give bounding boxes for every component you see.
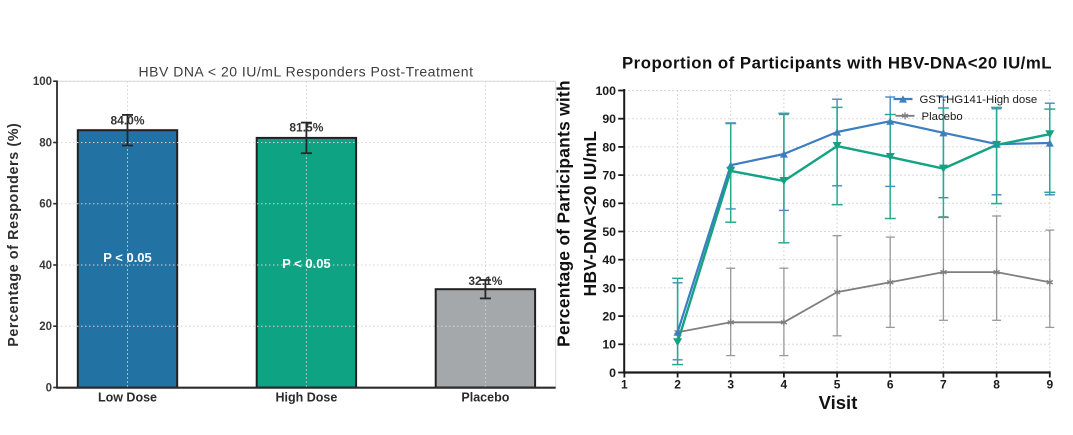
svg-text:Placebo: Placebo [922,111,963,123]
svg-text:40: 40 [602,253,616,267]
svg-text:81.5%: 81.5% [289,121,323,135]
svg-text:GST-HG141-High dose: GST-HG141-High dose [920,94,1038,106]
svg-text:6: 6 [887,378,894,392]
svg-text:P < 0.05: P < 0.05 [282,256,331,271]
svg-text:3: 3 [727,378,734,392]
svg-text:Low Dose: Low Dose [98,391,157,405]
svg-text:0: 0 [46,383,52,395]
svg-text:9: 9 [1046,378,1053,392]
svg-text:40: 40 [39,260,52,272]
svg-text:Placebo: Placebo [461,391,509,405]
svg-text:4: 4 [781,378,788,392]
svg-text:30: 30 [602,281,616,295]
svg-text:20: 20 [602,310,616,324]
svg-text:5: 5 [834,378,841,392]
svg-text:0: 0 [609,366,616,380]
svg-text:10: 10 [602,338,616,352]
svg-text:Proportion of Participants wit: Proportion of Participants with HBV-DNA<… [622,54,1052,73]
svg-text:60: 60 [39,199,52,211]
svg-text:100: 100 [33,76,52,88]
svg-text:P < 0.05: P < 0.05 [103,250,152,265]
svg-text:20: 20 [39,321,52,333]
svg-text:High Dose: High Dose [275,391,337,405]
svg-text:HBV DNA < 20 IU/mL Responders: HBV DNA < 20 IU/mL Responders Post-Treat… [139,64,474,80]
svg-text:1: 1 [621,378,628,392]
svg-text:Percentage of Participants wit: Percentage of Participants with HBV-DNA<2… [554,80,601,347]
svg-text:100: 100 [595,84,616,98]
svg-text:50: 50 [602,225,616,239]
svg-text:70: 70 [602,169,616,183]
svg-text:32.1%: 32.1% [468,274,502,288]
svg-text:Visit: Visit [819,392,858,413]
svg-text:90: 90 [602,112,616,126]
svg-text:8: 8 [993,378,1000,392]
svg-text:7: 7 [940,378,947,392]
svg-text:60: 60 [602,197,616,211]
svg-text:84.0%: 84.0% [110,114,144,128]
svg-text:Percentage of Responders (%): Percentage of Responders (%) [6,123,22,347]
svg-text:80: 80 [602,140,616,154]
svg-text:2: 2 [674,378,681,392]
svg-text:80: 80 [39,138,52,150]
